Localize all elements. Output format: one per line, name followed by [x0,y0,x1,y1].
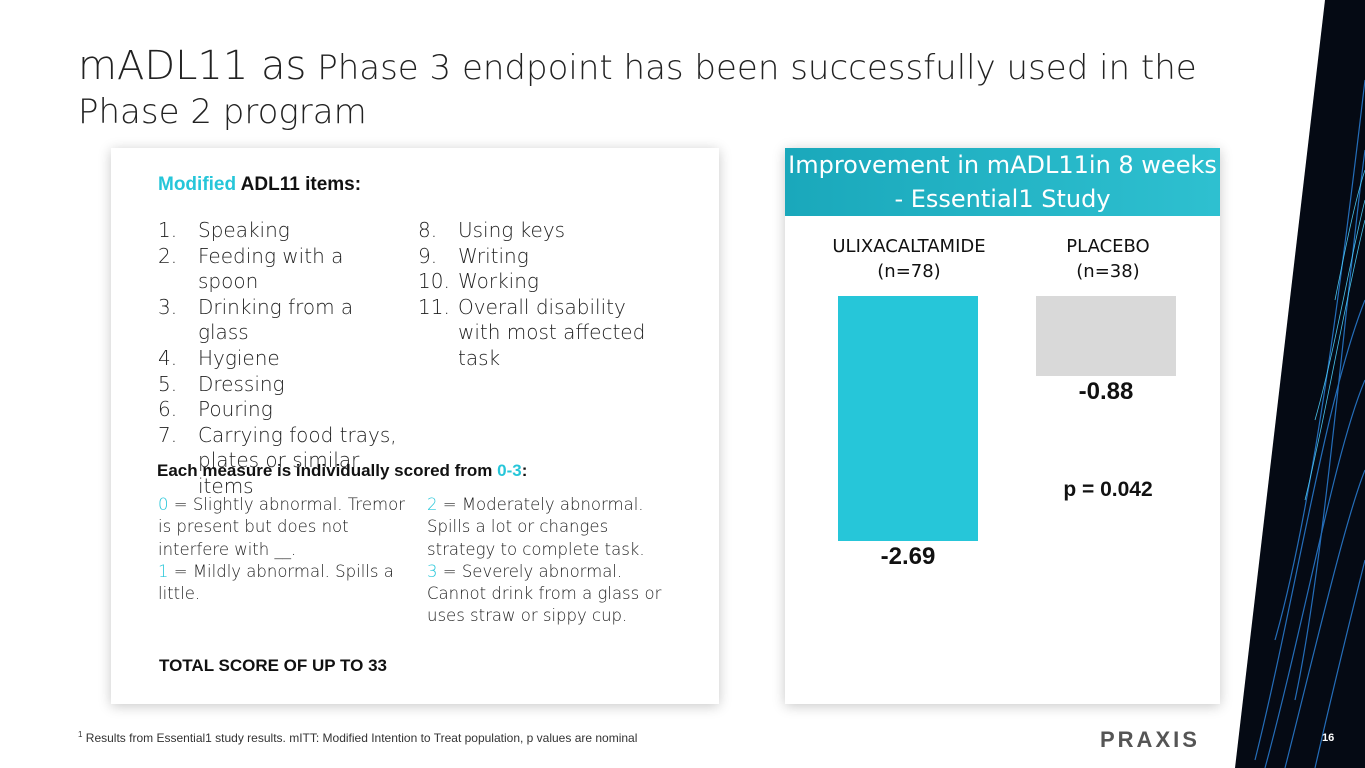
category-n: (n=78) [877,261,941,282]
item-text: Feeding with a spoon [198,243,344,294]
item-number: 3. [158,294,178,319]
list-item: 2. Feeding with a spoon [158,244,408,295]
item-number: 9. [418,243,438,268]
list-item: 5. Dressing [158,372,408,398]
items-list-left: 1. Speaking 2. Feeding with a spoon 3. Drin… [158,218,408,500]
item-text: Carrying food trays, plates or similar i… [198,422,397,498]
slide-title: mADL11 as Phase 3 endpoint has been succ… [78,44,1278,134]
total-score: TOTAL SCORE OF UP TO 33 [159,656,387,675]
chart-title: Improvement in mADL11in 8 weeks - Essent… [785,148,1220,216]
list-item: 8. Using keys [418,218,668,244]
title-rest: Phase 3 endpoint has been successfully u… [78,48,1197,132]
value-label-placebo: -0.88 [1078,378,1134,406]
score-text: = Mildly abnormal. Spills a little. [158,561,394,604]
value-label-ulixacaltamide: -2.69 [880,543,936,570]
item-text: Hygiene [198,345,280,370]
score-text: = Severely abnormal. Cannot drink from a… [427,561,662,626]
bar-ulixacaltamide [838,296,978,541]
score-definition: 0 = Slightly abnormal. Tremor is present… [158,494,406,561]
heading-accent: Modified [158,174,237,195]
footnote-text: Results from Essential1 study results. m… [82,731,638,745]
item-text: Drinking from a glass [198,294,354,345]
item-number: 7. [158,422,178,447]
item-number: 2. [158,243,178,268]
item-text: Dressing [198,371,285,396]
list-item: 6. Pouring [158,397,408,423]
score-heading: Each measure is individually scored from… [157,461,527,481]
items-list-right: 8. Using keys 9. Writing 10. Working 11. Ove… [418,218,668,372]
item-text: Using keys [458,218,566,242]
page-number: 16 [1322,732,1335,744]
items-heading: Modified ADL11 items: [158,174,361,196]
item-number: 8. [418,218,438,242]
score-text: = Slightly abnormal. Tremor is present b… [158,495,405,559]
score-value: 2 [427,495,438,514]
category-label-ulixacaltamide: ULIXACALTAMIDE (n=78) [819,234,999,284]
item-text: Writing [458,243,529,268]
category-name: PLACEBO [1066,236,1150,257]
score-text: = Moderately abnormal. Spills a lot or c… [427,495,645,559]
category-label-placebo: PLACEBO (n=38) [1018,234,1198,284]
item-number: 1. [158,218,178,242]
fiber-optic-decoration [1235,0,1365,768]
title-lead: mADL11 as [78,43,307,89]
score-heading-text: Each measure is individually scored from [157,461,498,480]
score-colon: : [521,461,528,480]
list-item: 3. Drinking from a glass [158,295,408,346]
p-value: p = 0.042 [1063,478,1153,501]
category-name: ULIXACALTAMIDE [832,236,986,257]
list-item: 1. Speaking [158,218,408,244]
item-number: 6. [158,397,178,422]
score-definitions-left: 0 = Slightly abnormal. Tremor is present… [158,494,406,605]
score-definition: 3 = Severely abnormal. Cannot drink from… [427,561,675,628]
adl11-items-card: Modified ADL11 items: 1. Speaking 2. Feedi… [111,148,719,704]
item-number: 11. [418,294,450,319]
praxis-logo: PRAXIS [1100,727,1200,752]
item-number: 10. [418,269,450,294]
bar-placebo [1036,296,1176,377]
heading-rest: ADL11 items: [236,174,362,195]
score-definition: 2 = Moderately abnormal. Spills a lot or… [427,494,675,561]
score-value: 1 [158,561,169,581]
results-chart-card: Improvement in mADL11in 8 weeks - Essent… [785,148,1220,704]
score-value: 3 [427,561,438,581]
item-text: Speaking [198,218,290,242]
score-definitions-right: 2 = Moderately abnormal. Spills a lot or… [427,494,675,628]
list-item: 10. Working [418,269,668,295]
footnote-marker: 1 [78,730,83,739]
item-text: Overall disability with most affected ta… [458,294,646,370]
item-text: Working [458,269,539,294]
score-value: 0 [158,495,169,514]
list-item: 11. Overall disability with most affected… [418,295,668,372]
score-definition: 1 = Mildly abnormal. Spills a little. [158,561,406,606]
score-range: 0-3 [497,461,522,480]
item-number: 5. [158,371,178,396]
footnote: 1 Results from Essential1 study results.… [78,730,637,745]
item-number: 4. [158,345,178,370]
list-item: 9. Writing [418,244,668,270]
category-n: (n=38) [1076,261,1140,282]
item-text: Pouring [198,397,273,422]
list-item: 4. Hygiene [158,346,408,372]
list-item: 7. Carrying food trays, plates or similar… [158,423,408,500]
